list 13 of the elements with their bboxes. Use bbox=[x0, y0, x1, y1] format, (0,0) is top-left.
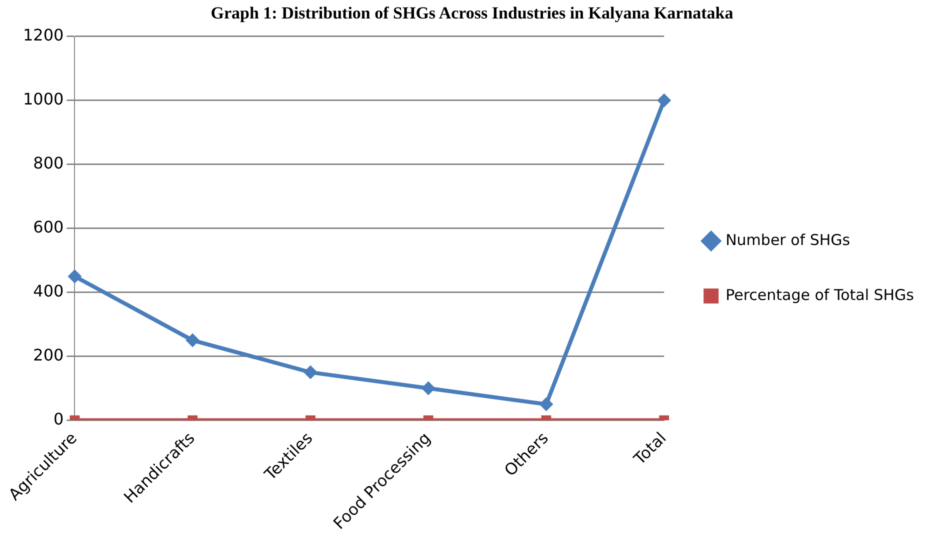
legend-label: Percentage of Total SHGs bbox=[726, 286, 914, 304]
y-tick-label: 600 bbox=[33, 218, 64, 236]
point bbox=[657, 93, 672, 108]
y-tick-label: 1200 bbox=[23, 26, 64, 45]
y-tick-label: 200 bbox=[33, 345, 64, 364]
point bbox=[186, 333, 200, 348]
y-tick-label: 1000 bbox=[23, 90, 64, 109]
y-tick-label: 0 bbox=[54, 409, 64, 428]
legend-label: Number of SHGs bbox=[726, 230, 850, 249]
y-tick-label: 400 bbox=[33, 281, 64, 300]
chart-title: Graph 1: Distribution of SHGs Across Industries in Kalyana Karnataka bbox=[210, 4, 734, 23]
point bbox=[68, 269, 82, 284]
y-tick-label: 800 bbox=[33, 154, 64, 173]
